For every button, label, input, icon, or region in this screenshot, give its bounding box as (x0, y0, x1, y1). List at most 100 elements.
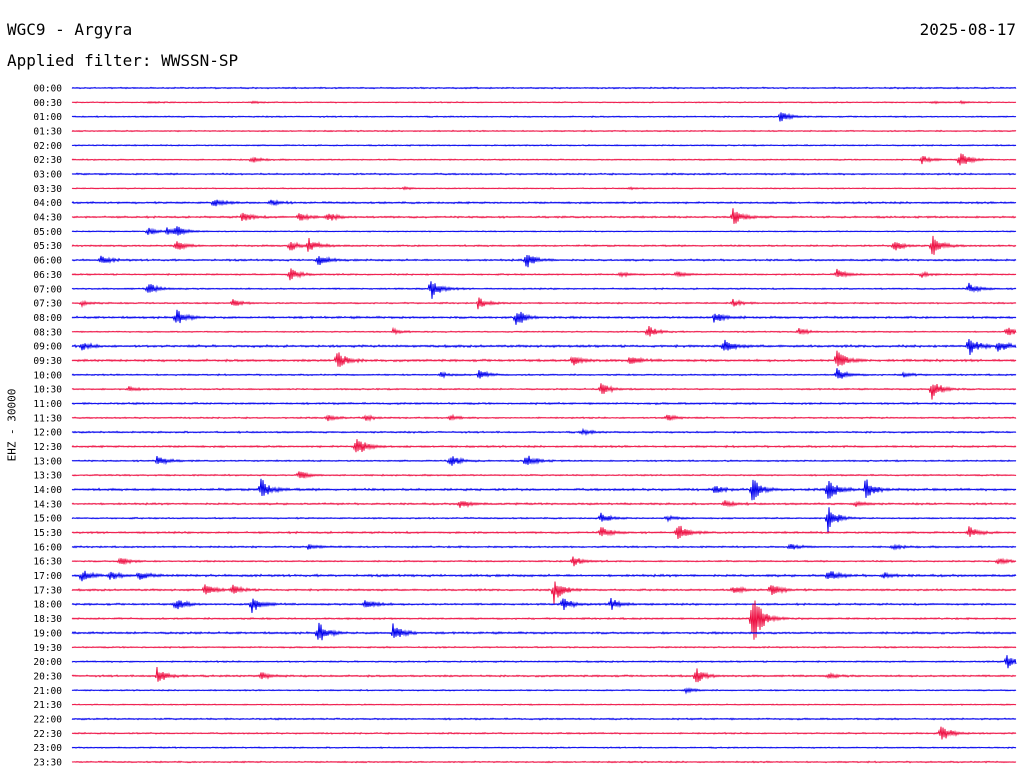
trace-line (71, 439, 1017, 453)
trace-line (71, 455, 1017, 466)
trace-line (71, 507, 1017, 533)
row-time-label: 12:00 (33, 428, 62, 439)
trace-line (71, 338, 1017, 355)
trace-line (71, 226, 1017, 236)
trace-line (71, 717, 1017, 721)
trace-line (71, 471, 1017, 479)
row-time-label: 05:30 (33, 241, 62, 252)
row-time-label: 11:30 (33, 413, 62, 424)
trace-line (71, 309, 1017, 325)
trace-line (71, 350, 1017, 367)
row-time-label: 01:00 (33, 112, 62, 123)
row-time-label: 20:30 (33, 671, 62, 682)
row-time-label: 13:30 (33, 471, 62, 482)
row-time-label: 00:30 (33, 98, 62, 109)
trace-line (71, 760, 1017, 764)
trace-line (71, 600, 1017, 640)
row-time-label: 02:30 (33, 155, 62, 166)
trace-line (71, 401, 1017, 406)
row-time-label: 23:30 (33, 757, 62, 768)
row-time-label: 16:30 (33, 557, 62, 568)
row-time-label: 16:00 (33, 542, 62, 553)
row-time-label: 05:00 (33, 227, 62, 238)
trace-line (71, 703, 1017, 706)
trace-line (71, 368, 1017, 379)
row-time-label: 21:00 (33, 686, 62, 697)
trace-line (71, 556, 1017, 567)
trace-line (71, 525, 1017, 540)
row-time-label: 21:30 (33, 700, 62, 711)
trace-line (71, 581, 1017, 604)
trace-line (71, 185, 1017, 191)
trace-line (71, 153, 1017, 166)
row-time-label: 11:00 (33, 399, 62, 410)
station-title: WGC9 - Argyra (7, 20, 133, 39)
row-time-label: 08:30 (33, 327, 62, 338)
trace-line (71, 235, 1017, 255)
row-time-label: 07:00 (33, 284, 62, 295)
row-time-label: 03:00 (33, 170, 62, 181)
trace-line (71, 86, 1017, 90)
row-time-label: 19:00 (33, 628, 62, 639)
row-time-label: 17:00 (33, 571, 62, 582)
trace-line (71, 325, 1017, 337)
trace-line (71, 199, 1017, 207)
row-time-label: 06:30 (33, 270, 62, 281)
row-time-label: 04:00 (33, 198, 62, 209)
row-time-label: 14:30 (33, 499, 62, 510)
trace-line (71, 478, 1017, 501)
row-time-label: 00:00 (33, 84, 62, 95)
row-time-label: 15:30 (33, 528, 62, 539)
row-time-label: 13:00 (33, 456, 62, 467)
trace-line (71, 543, 1017, 551)
trace-line (71, 687, 1017, 695)
row-time-label: 03:30 (33, 184, 62, 195)
row-time-label: 10:30 (33, 385, 62, 396)
plot-date: 2025-08-17 (919, 20, 1016, 39)
row-time-label: 06:00 (33, 256, 62, 267)
trace-line (71, 726, 1017, 740)
row-time-label: 08:00 (33, 313, 62, 324)
row-time-label: 07:30 (33, 299, 62, 310)
trace-line (71, 254, 1017, 268)
row-time-label: 22:00 (33, 714, 62, 725)
trace-line (71, 427, 1017, 437)
row-time-label: 12:30 (33, 442, 62, 453)
trace-line (71, 655, 1017, 669)
row-time-label: 04:30 (33, 213, 62, 224)
row-time-label: 18:00 (33, 600, 62, 611)
row-time-label: 18:30 (33, 614, 62, 625)
trace-line (71, 500, 1017, 509)
trace-line (71, 570, 1017, 582)
trace-line (71, 143, 1017, 147)
trace-line (71, 297, 1017, 310)
trace-line (71, 99, 1017, 105)
row-time-label: 20:00 (33, 657, 62, 668)
trace-line (71, 667, 1017, 683)
row-time-label: 15:00 (33, 514, 62, 525)
trace-line (71, 645, 1017, 649)
trace-line (71, 622, 1017, 641)
trace-line (71, 268, 1017, 281)
trace-line (71, 172, 1017, 176)
trace-line (71, 129, 1017, 133)
trace-lines (71, 86, 1017, 764)
time-tick-labels: 00:00 00:30 01:00 01:30 02:00 02:30 03:00 03:30… (33, 84, 62, 769)
trace-line (71, 112, 1017, 122)
trace-line (71, 746, 1017, 750)
row-time-label: 17:30 (33, 585, 62, 596)
trace-line (71, 383, 1017, 400)
row-time-label: 01:30 (33, 127, 62, 138)
row-time-label: 19:30 (33, 643, 62, 654)
row-time-label: 09:30 (33, 356, 62, 367)
row-time-label: 22:30 (33, 729, 62, 740)
row-time-label: 14:00 (33, 485, 62, 496)
trace-line (71, 413, 1017, 422)
trace-line (71, 597, 1017, 613)
row-time-label: 10:00 (33, 370, 62, 381)
trace-line (71, 281, 1017, 299)
trace-line (71, 208, 1017, 224)
filter-label: Applied filter: WWSSN-SP (7, 51, 239, 70)
row-time-label: 23:00 (33, 743, 62, 754)
